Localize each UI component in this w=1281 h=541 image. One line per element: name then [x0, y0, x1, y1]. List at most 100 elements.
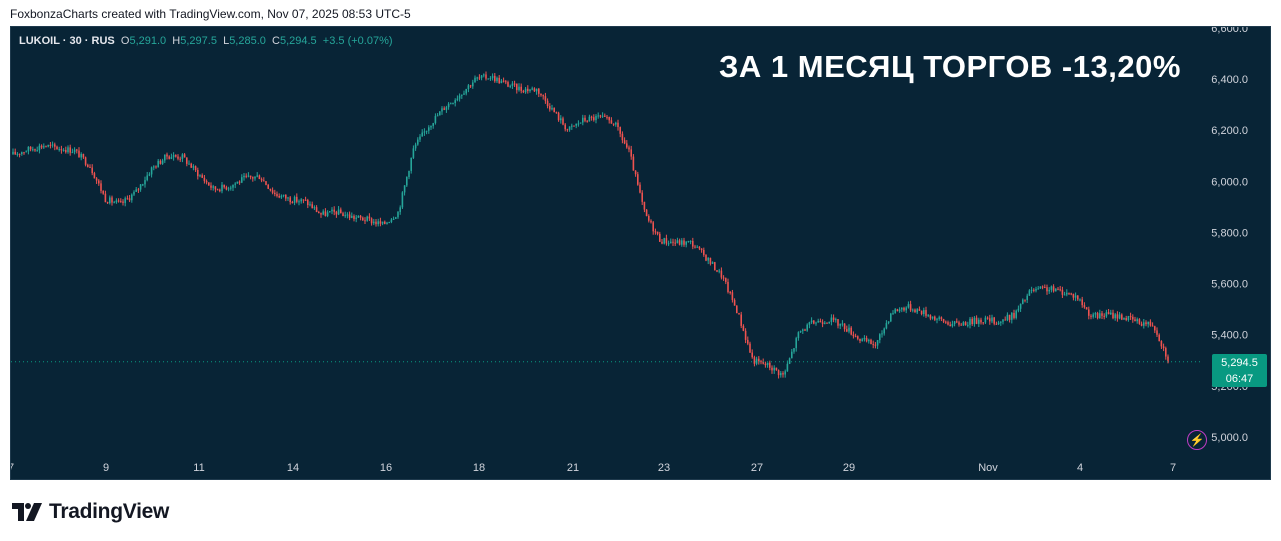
candle [929, 314, 932, 321]
open-key: O [120, 35, 130, 47]
candle [318, 210, 320, 214]
candle [1158, 333, 1160, 342]
high-key: H [172, 35, 181, 47]
candle [689, 240, 692, 245]
candle [441, 106, 443, 115]
candle [1011, 311, 1013, 324]
candle [258, 174, 261, 180]
candle [133, 190, 135, 196]
candle [958, 320, 960, 327]
candle [1127, 315, 1130, 322]
candle [828, 321, 830, 324]
candle [494, 72, 496, 83]
candle [47, 144, 49, 148]
symbol-label[interactable]: LUKOIL · 30 · RUS [19, 35, 115, 47]
candle [386, 221, 388, 225]
candle [687, 240, 690, 243]
candle [225, 185, 228, 191]
candle [139, 184, 142, 192]
candle [60, 145, 63, 154]
candle [973, 316, 976, 327]
candle [65, 146, 67, 154]
tradingview-branding[interactable]: TradingView [12, 500, 169, 524]
candle [832, 314, 835, 323]
candle [557, 111, 560, 122]
candle [940, 316, 943, 322]
candle [478, 74, 481, 81]
candle [901, 307, 903, 313]
candle [474, 75, 476, 83]
candle [16, 152, 19, 157]
candle [98, 179, 100, 186]
candle [388, 221, 390, 224]
candle [861, 337, 863, 342]
candle [744, 328, 747, 344]
candle [755, 356, 758, 366]
candle [837, 319, 839, 329]
x-tick-label: 7 [11, 462, 14, 474]
candle [775, 367, 778, 371]
candle [890, 312, 892, 323]
candle [155, 165, 157, 169]
chart-panel[interactable]: 5,000.05,200.05,400.05,600.05,800.06,000… [10, 26, 1271, 480]
candle [872, 340, 874, 349]
last-price-tag: 5,294.5 06:47 [1212, 354, 1267, 387]
y-tick-label: 5,400.0 [1211, 330, 1248, 342]
candle [560, 115, 562, 124]
candle [956, 318, 958, 324]
candle [40, 144, 43, 150]
candle [502, 77, 505, 83]
candle [568, 126, 571, 132]
candle [848, 324, 850, 334]
candle [953, 320, 956, 327]
candle [62, 148, 65, 152]
candle [245, 173, 247, 179]
candle [194, 165, 197, 172]
candle [997, 320, 1000, 326]
candle [1041, 285, 1044, 290]
price-chart[interactable]: 5,000.05,200.05,400.05,600.05,800.06,000… [11, 27, 1270, 479]
candle [214, 186, 217, 193]
candle [408, 170, 410, 180]
candle [205, 179, 208, 185]
y-tick-label: 5,800.0 [1211, 227, 1248, 239]
candle [252, 176, 254, 182]
candle [436, 113, 439, 117]
x-tick-label: 18 [473, 462, 485, 474]
candle [947, 320, 949, 326]
x-tick-label: 16 [380, 462, 392, 474]
candle [683, 237, 685, 247]
candle [340, 207, 342, 214]
candle [430, 125, 432, 131]
candle [788, 357, 791, 365]
candle [571, 123, 573, 130]
candle [727, 278, 729, 294]
candle [518, 83, 520, 92]
candle [1055, 288, 1057, 292]
candle [230, 185, 232, 191]
candle [782, 371, 784, 378]
candle [914, 308, 916, 313]
candle [892, 310, 894, 315]
lightning-icon[interactable]: ⚡ [1187, 430, 1207, 450]
candle [34, 148, 36, 152]
candle [637, 171, 639, 186]
candle [1094, 311, 1097, 318]
candle [980, 317, 982, 325]
candle [898, 307, 901, 313]
y-tick-label: 6,200.0 [1211, 125, 1248, 137]
candle [73, 147, 76, 155]
candle [813, 320, 815, 325]
candle [1136, 317, 1138, 324]
candle [672, 238, 674, 246]
candle [496, 76, 498, 84]
candle [463, 90, 465, 95]
candle [802, 328, 804, 334]
candle [670, 238, 672, 244]
candle [425, 130, 428, 135]
candle [678, 238, 681, 246]
candle [738, 312, 740, 315]
last-price-value: 5,294.5 [1221, 357, 1258, 369]
candle [597, 112, 599, 119]
candle [348, 211, 351, 221]
